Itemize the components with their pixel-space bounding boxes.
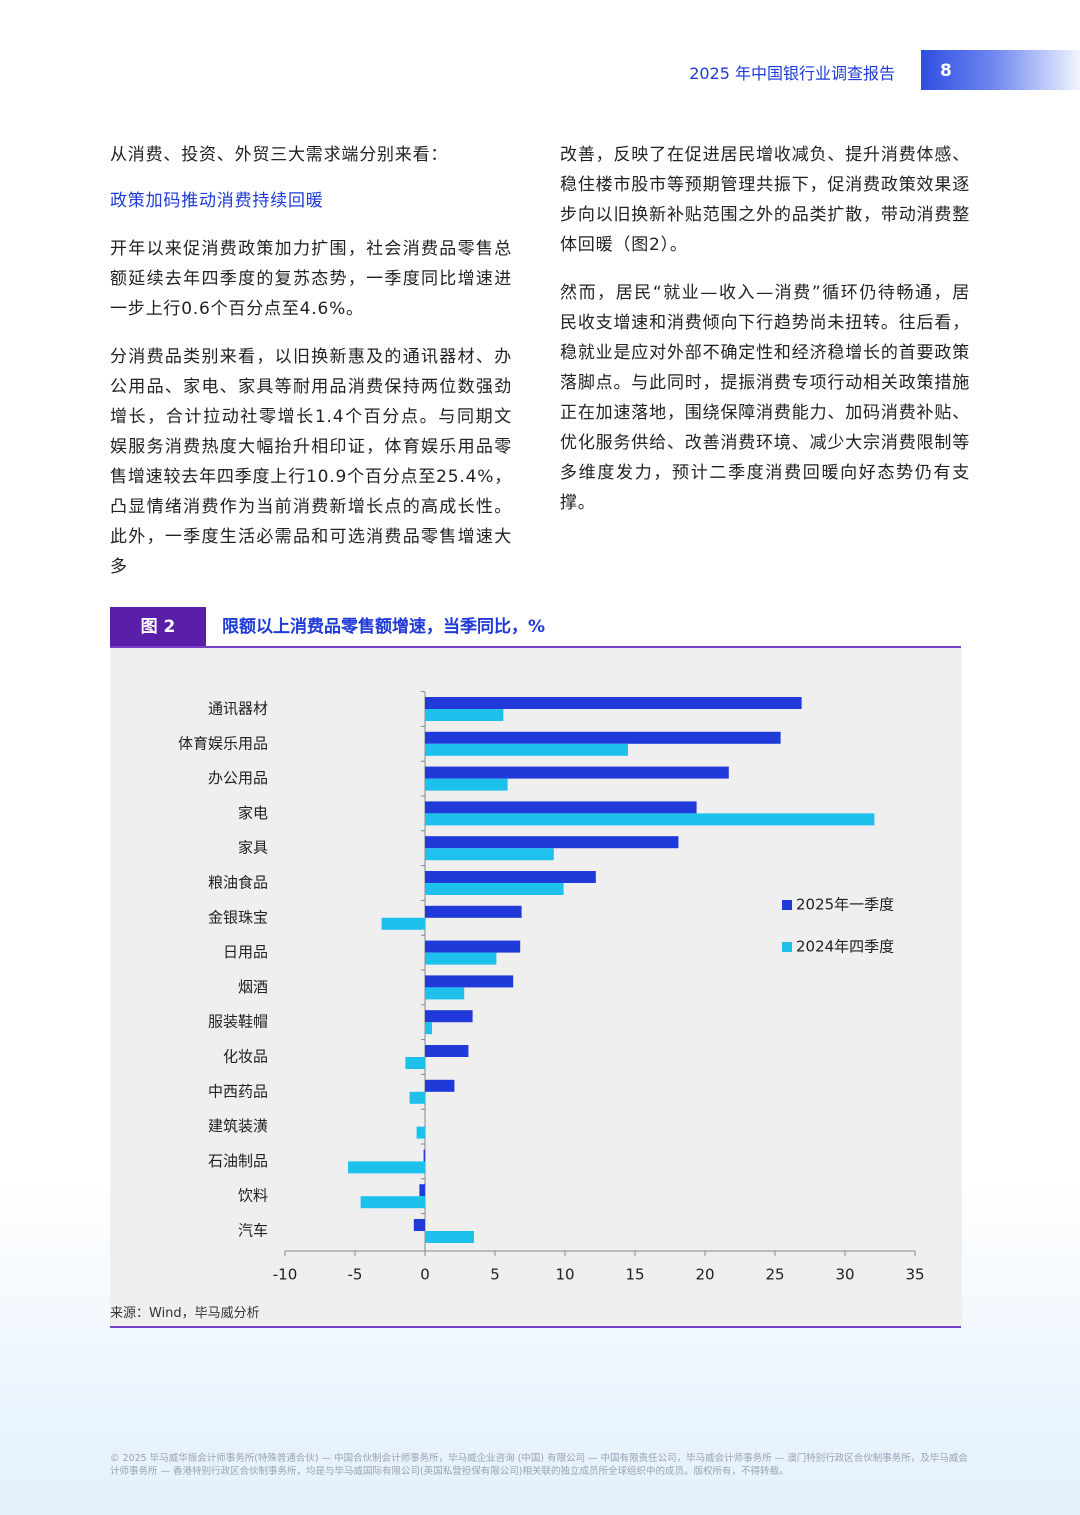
paragraph: 改善，反映了在促进居民增收减负、提升消费体感、稳住楼市股市等预期管理共振下，促消…: [560, 145, 970, 255]
bar: [425, 987, 465, 1000]
source: 来源：Wind，毕马威分析: [110, 1306, 260, 1321]
bar: [425, 975, 514, 988]
bar: [425, 1045, 469, 1057]
bar: [413, 1219, 425, 1231]
header-band: [921, 50, 1080, 90]
category-label: 烟酒: [238, 978, 268, 996]
bar: [425, 1022, 432, 1035]
category-label: 化妆品: [223, 1048, 268, 1066]
bar: [419, 1184, 425, 1197]
bar: [381, 917, 425, 930]
x-tick-label: 25: [765, 1266, 784, 1284]
category-label: 金银珠宝: [208, 908, 268, 926]
paragraph: 开年以来促消费政策加力扩围，社会消费品零售总额延续去年四季度的复苏态势，一季度同…: [110, 239, 512, 319]
category-label: 粮油食品: [208, 874, 268, 892]
category-label: 汽车: [238, 1222, 268, 1240]
chart: -10 -5 0 5 10 15 20 25 30 35 通讯器材体育娱乐用品办公用品家电家具粮油食…: [178, 691, 925, 1284]
category-label: 建筑装潢: [208, 1117, 268, 1135]
bar: [425, 836, 679, 849]
bar: [425, 1079, 455, 1092]
category-label: 办公用品: [208, 769, 268, 787]
bar: [425, 848, 554, 861]
x-tick-label: -10: [273, 1266, 298, 1284]
bar: [425, 1010, 473, 1023]
x-tick-label: 15: [625, 1266, 644, 1284]
legend-label: 2024年四季度: [796, 938, 894, 956]
bar: [416, 1126, 425, 1139]
bar: [425, 905, 522, 918]
bar: [409, 1091, 425, 1104]
chart-panel: -10 -5 0 5 10 15 20 25 30 35 通讯器材体育娱乐用品办公用品家电家具粮油食…: [110, 648, 962, 1325]
category-label: 饮料: [238, 1187, 268, 1205]
bar: [425, 766, 729, 779]
bar: [425, 731, 781, 744]
legend-swatch: [782, 900, 792, 910]
bar: [425, 813, 875, 826]
category-label: 石油制品: [208, 1152, 268, 1170]
bar: [425, 940, 521, 953]
bar: [348, 1161, 425, 1174]
bar: [405, 1057, 425, 1069]
column-left: 从消费、投资、外贸三大需求端分别来看： 政策加码推动消费持续回暖 开年以来促消费…: [110, 140, 512, 582]
rule: [110, 1326, 961, 1328]
bar: [425, 801, 697, 814]
bar: [425, 709, 504, 721]
x-tick-label: 30: [835, 1266, 854, 1284]
category-label: 服装鞋帽: [208, 1013, 268, 1031]
x-tick-label: 0: [420, 1266, 430, 1284]
bar: [425, 697, 802, 709]
rule: [110, 646, 961, 648]
page-number: 8: [940, 61, 952, 81]
category-label: 中西药品: [208, 1082, 268, 1100]
x-tick-label: 35: [905, 1266, 924, 1284]
legend-label: 2025年一季度: [796, 896, 894, 914]
bar: [425, 871, 596, 883]
category-label: 家具: [238, 839, 268, 857]
column-right: 改善，反映了在促进居民增收减负、提升消费体感、稳住楼市股市等预期管理共振下，促消…: [560, 140, 970, 518]
figure-label: 图 2: [110, 607, 206, 647]
category-label: 通讯器材: [208, 700, 268, 718]
x-tick-label: 20: [695, 1266, 714, 1284]
bar: [423, 1149, 425, 1162]
bar: [425, 952, 497, 965]
subheading: 政策加码推动消费持续回暖: [110, 191, 324, 211]
header-title: 2025 年中国银行业调查报告: [689, 64, 895, 83]
bar: [425, 778, 508, 791]
bar: [360, 1196, 425, 1209]
bar: [425, 883, 564, 895]
x-tick-label: -5: [348, 1266, 363, 1284]
footer: © 2025 毕马威华振会计师事务所(特殊普通合伙) — 中国合伙制会计师事务所…: [110, 1453, 968, 1477]
x-tick-label: 10: [555, 1266, 574, 1284]
bar: [425, 1231, 474, 1243]
paragraph: 然而，居民“就业—收入—消费”循环仍待畅通，居民收支增速和消费倾向下行趋势尚未扭…: [560, 283, 970, 513]
bar: [425, 743, 628, 756]
figure-caption: 限额以上消费品零售额增速，当季同比，%: [222, 617, 546, 637]
intro: 从消费、投资、外贸三大需求端分别来看：: [110, 145, 449, 165]
category-label: 日用品: [223, 943, 268, 961]
legend-swatch: [782, 942, 792, 952]
category-label: 体育娱乐用品: [178, 734, 268, 752]
paragraph: 分消费品类别来看，以旧换新惠及的通讯器材、办公用品、家电、家具等耐用品消费保持两…: [110, 347, 512, 577]
x-tick-label: 5: [490, 1266, 500, 1284]
category-label: 家电: [238, 804, 268, 822]
